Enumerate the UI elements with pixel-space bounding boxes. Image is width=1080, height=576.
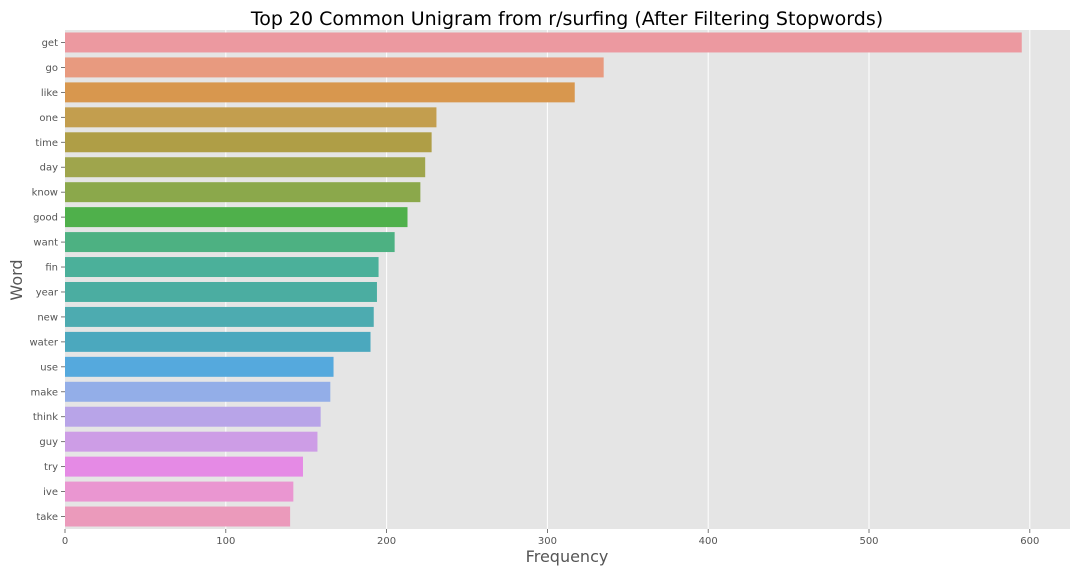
- bars: [65, 32, 1022, 527]
- bar-ive: [65, 481, 294, 502]
- x-tick-label: 600: [1020, 536, 1039, 547]
- x-tick-labels: 0 100 200 300 400 500 600: [62, 529, 1039, 547]
- x-axis-title: Frequency: [526, 547, 609, 566]
- x-tick-label: 200: [377, 536, 396, 547]
- y-tick-label: day: [40, 163, 58, 174]
- bar-water: [65, 331, 371, 352]
- bar-get: [65, 32, 1022, 53]
- y-tick-label: fin: [45, 263, 58, 274]
- bar-think: [65, 406, 321, 427]
- y-tick-label: new: [37, 312, 58, 323]
- bar-guy: [65, 431, 318, 452]
- plot-background: [65, 30, 1070, 529]
- bar-time: [65, 132, 432, 153]
- y-tick-label: one: [39, 113, 58, 124]
- x-tick-label: 300: [538, 536, 557, 547]
- bar-take: [65, 506, 291, 527]
- y-tick-labels: get go like one time day know good want fin year ne…: [30, 38, 65, 523]
- y-tick-label: want: [33, 238, 58, 249]
- bar-good: [65, 207, 408, 228]
- x-tick-label: 500: [859, 536, 878, 547]
- bar-go: [65, 57, 604, 78]
- bar-want: [65, 232, 395, 253]
- x-tick-label: 100: [216, 536, 235, 547]
- y-tick-label: like: [41, 88, 58, 99]
- x-tick-label: 0: [62, 536, 68, 547]
- y-tick-label: get: [42, 38, 59, 49]
- bar-like: [65, 82, 575, 103]
- y-tick-label: try: [44, 462, 58, 473]
- y-tick-label: good: [33, 213, 58, 224]
- x-tick-label: 400: [699, 536, 718, 547]
- bar-year: [65, 281, 377, 302]
- y-tick-label: guy: [39, 437, 58, 448]
- bar-new: [65, 306, 374, 327]
- y-tick-label: go: [46, 63, 58, 74]
- bar-use: [65, 356, 334, 377]
- bar-fin: [65, 257, 379, 278]
- y-tick-label: time: [35, 138, 58, 149]
- bar-one: [65, 107, 437, 128]
- y-tick-label: take: [36, 512, 58, 523]
- bar-day: [65, 157, 426, 178]
- y-tick-label: use: [40, 362, 58, 373]
- y-axis-title: Word: [7, 259, 26, 300]
- y-tick-label: water: [30, 337, 59, 348]
- bar-try: [65, 456, 303, 477]
- y-tick-label: think: [33, 412, 58, 423]
- y-tick-label: year: [36, 287, 59, 298]
- bar-make: [65, 381, 331, 402]
- y-tick-label: ive: [43, 487, 58, 498]
- chart-title: Top 20 Common Unigram from r/surfing (Af…: [250, 8, 883, 30]
- bar-know: [65, 182, 421, 203]
- y-tick-label: make: [31, 387, 58, 398]
- y-tick-label: know: [32, 188, 58, 199]
